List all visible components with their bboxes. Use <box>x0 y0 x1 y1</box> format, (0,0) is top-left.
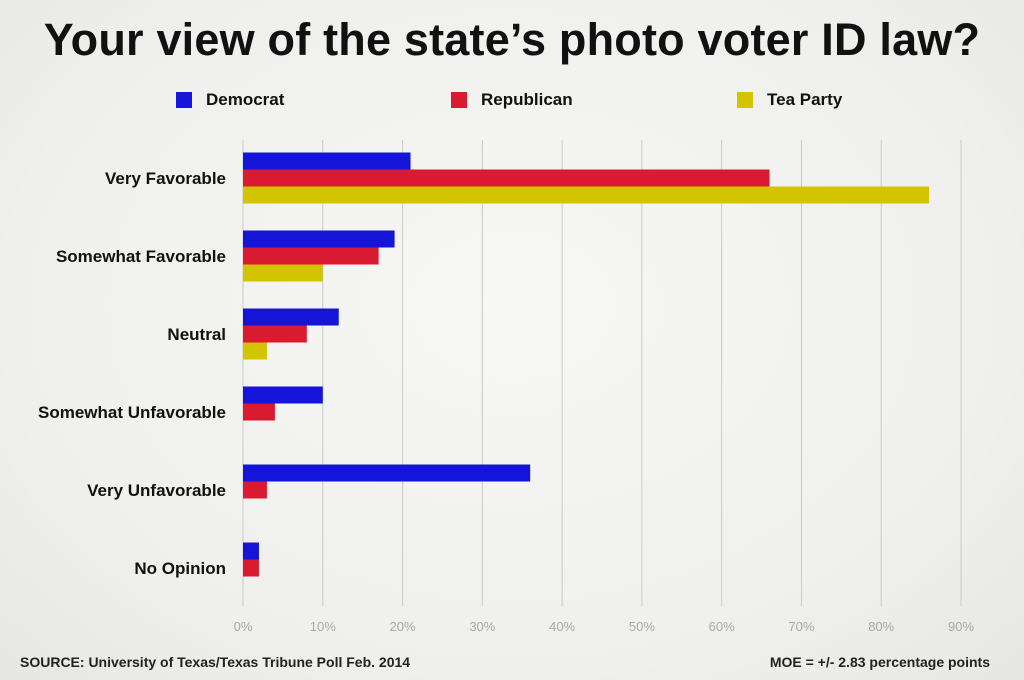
legend: Democrat Republican Tea Party <box>0 88 1024 112</box>
x-tick-label: 0% <box>234 619 253 634</box>
legend-label-republican: Republican <box>481 90 573 109</box>
category-label: Very Favorable <box>105 169 226 188</box>
bar-republican <box>243 247 379 265</box>
x-tick-label: 70% <box>788 619 814 634</box>
category-label: Very Unfavorable <box>87 481 226 500</box>
bar-republican <box>243 403 275 421</box>
category-label: No Opinion <box>134 559 226 578</box>
bar-democrat <box>243 152 411 170</box>
category-label: Somewhat Unfavorable <box>38 403 226 422</box>
moe-note: MOE = +/- 2.83 percentage points <box>769 654 990 670</box>
bar-tea-party <box>243 186 930 204</box>
x-tick-label: 60% <box>709 619 735 634</box>
legend-label-tea-party: Tea Party <box>767 90 843 109</box>
legend-swatch-tea-party <box>737 92 753 108</box>
x-tick-label: 90% <box>948 619 974 634</box>
category-label: Neutral <box>167 325 226 344</box>
bar-republican <box>243 169 770 187</box>
legend-swatch-democrat <box>176 92 192 108</box>
bar-democrat <box>243 386 323 404</box>
bar-democrat <box>243 464 531 482</box>
bar-tea-party <box>243 264 323 282</box>
x-tick-label: 30% <box>469 619 495 634</box>
bar-democrat <box>243 542 259 560</box>
x-tick-label: 10% <box>310 619 336 634</box>
source-note: SOURCE: University of Texas/Texas Tribun… <box>20 654 411 670</box>
bar-republican <box>243 325 307 343</box>
bar-democrat <box>243 308 339 326</box>
x-tick-label: 80% <box>868 619 894 634</box>
legend-label-democrat: Democrat <box>206 90 285 109</box>
x-tick-label: 20% <box>390 619 416 634</box>
bar-tea-party <box>243 342 267 360</box>
bar-democrat <box>243 230 395 248</box>
bar-republican <box>243 559 259 577</box>
x-tick-label: 40% <box>549 619 575 634</box>
chart-title: Your view of the state’s photo voter ID … <box>43 14 981 65</box>
category-label: Somewhat Favorable <box>56 247 226 266</box>
bar-republican <box>243 481 267 499</box>
legend-item-democrat: Democrat <box>176 88 284 112</box>
legend-swatch-republican <box>451 92 467 108</box>
x-tick-label: 50% <box>629 619 655 634</box>
legend-item-republican: Republican <box>451 88 573 112</box>
legend-item-tea-party: Tea Party <box>737 88 842 112</box>
